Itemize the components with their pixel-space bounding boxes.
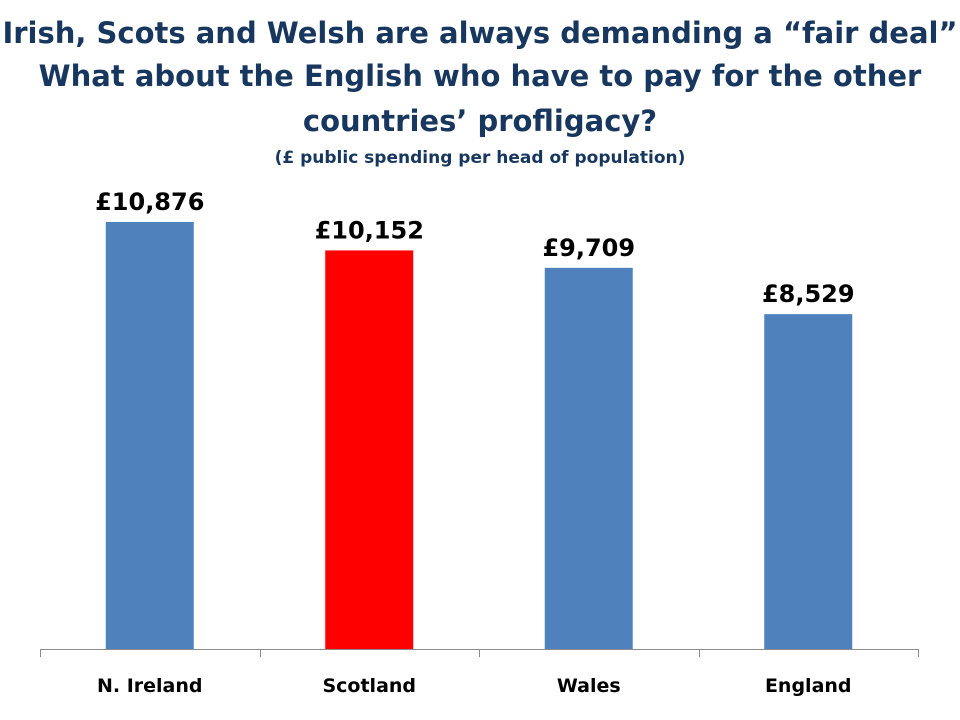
category-label: Wales — [557, 675, 621, 697]
bar-wales — [544, 267, 633, 649]
bar-value-label: £10,152 — [315, 216, 424, 244]
chart-subtitle: (£ public spending per head of populatio… — [274, 148, 686, 168]
chart-title-line-2: What about the English who have to pay f… — [38, 59, 922, 93]
chart-title-line-1: Irish, Scots and Welsh are always demand… — [2, 16, 958, 50]
bar-value-label: £10,876 — [95, 188, 204, 216]
bar-value-label: £9,709 — [542, 234, 635, 262]
category-label: N. Ireland — [97, 675, 203, 697]
category-label: Scotland — [322, 675, 416, 697]
bar-value-label: £8,529 — [762, 280, 855, 308]
chart-title-line-3: countries’ profligacy? — [302, 104, 658, 138]
bar-n-ireland — [105, 222, 194, 649]
bar-scotland — [325, 250, 414, 649]
bar-england — [764, 314, 853, 649]
category-label: England — [765, 675, 852, 697]
